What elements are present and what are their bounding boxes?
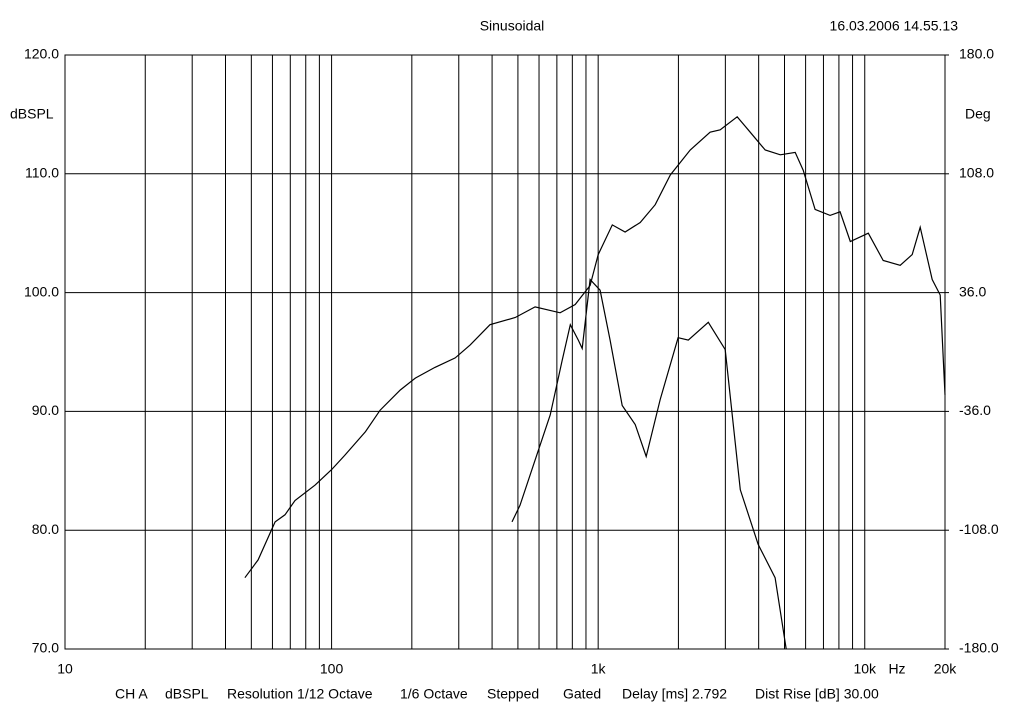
x-tick-label: 100 bbox=[320, 661, 344, 677]
response-curve bbox=[511, 278, 787, 650]
footer-item: Resolution 1/12 Octave bbox=[227, 686, 373, 702]
y2-tick-label: -36.0 bbox=[959, 402, 991, 418]
y-axis-label: dBSPL bbox=[10, 106, 54, 122]
y-tick-label: 120.0 bbox=[24, 46, 59, 62]
y-tick-label: 100.0 bbox=[24, 283, 59, 299]
y2-tick-label: 180.0 bbox=[959, 46, 994, 62]
x-tick-label: 10k bbox=[853, 661, 877, 677]
footer-item: Stepped bbox=[487, 686, 539, 702]
y2-tick-label: -108.0 bbox=[959, 521, 999, 537]
y2-axis-label: Deg bbox=[965, 106, 991, 122]
x-tick-label: 10 bbox=[57, 661, 73, 677]
x-unit-label: Hz bbox=[888, 661, 905, 677]
plot-frame bbox=[64, 54, 946, 650]
y-tick-label: 70.0 bbox=[32, 640, 59, 656]
y2-tick-label: -180.0 bbox=[959, 640, 999, 656]
y2-tick-label: 108.0 bbox=[959, 165, 994, 181]
footer-item: CH A bbox=[115, 686, 148, 702]
chart-title: Sinusoidal bbox=[480, 18, 545, 34]
x-tick-label: 20k bbox=[934, 661, 958, 677]
x-tick-label: 1k bbox=[591, 661, 607, 677]
footer-item: Dist Rise [dB] 30.00 bbox=[755, 686, 879, 702]
response-curve bbox=[244, 115, 946, 579]
footer-item: Gated bbox=[563, 686, 601, 702]
footer-item: Delay [ms] 2.792 bbox=[622, 686, 727, 702]
footer-item: 1/6 Octave bbox=[400, 686, 468, 702]
footer-item: dBSPL bbox=[165, 686, 209, 702]
y-tick-label: 80.0 bbox=[32, 521, 59, 537]
y-tick-label: 110.0 bbox=[25, 165, 59, 181]
timestamp: 16.03.2006 14.55.13 bbox=[830, 18, 959, 34]
y-tick-label: 90.0 bbox=[32, 402, 59, 418]
y2-tick-label: 36.0 bbox=[959, 283, 986, 299]
